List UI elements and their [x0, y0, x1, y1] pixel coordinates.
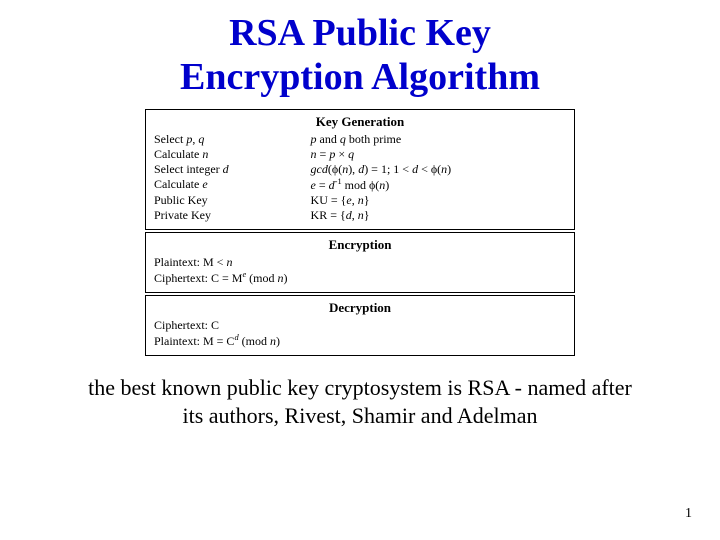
keygen-rows: Select p, qp and q both primeCalculate n…	[154, 132, 566, 223]
keygen-row-right: p and q both prime	[311, 132, 566, 147]
slide-caption: the best known public key cryptosystem i…	[80, 374, 640, 429]
keygen-row: Select integer dgcd(ϕ(n), d) = 1; 1 < d …	[154, 162, 566, 177]
keygen-row-right: gcd(ϕ(n), d) = 1; 1 < d < ϕ(n)	[311, 162, 566, 177]
keygen-row: Calculate nn = p × q	[154, 147, 566, 162]
keygen-row-left: Select p, q	[154, 132, 311, 147]
algorithm-boxes: Key Generation Select p, qp and q both p…	[145, 109, 575, 356]
keygen-row: Private KeyKR = {d, n}	[154, 208, 566, 223]
keygen-row-right: KU = {e, n}	[311, 193, 566, 208]
title-line-2: Encryption Algorithm	[20, 56, 700, 100]
slide-title: RSA Public Key Encryption Algorithm	[0, 0, 720, 109]
keygen-heading: Key Generation	[154, 114, 566, 132]
encryption-lines: Plaintext: M < nCiphertext: C = Me (mod …	[154, 255, 566, 286]
keygen-row-left: Calculate n	[154, 147, 311, 162]
encryption-box: Encryption Plaintext: M < nCiphertext: C…	[145, 232, 575, 293]
keygen-row-right: e = d-1 mod ϕ(n)	[311, 177, 566, 193]
keygen-row: Select p, qp and q both prime	[154, 132, 566, 147]
keygen-row-left: Select integer d	[154, 162, 311, 177]
encryption-line: Ciphertext: C = Me (mod n)	[154, 270, 566, 286]
encryption-heading: Encryption	[154, 237, 566, 255]
decryption-line: Plaintext: M = Cd (mod n)	[154, 333, 566, 349]
keygen-row-left: Calculate e	[154, 177, 311, 193]
page-number: 1	[685, 506, 692, 522]
title-line-1: RSA Public Key	[20, 12, 700, 56]
keygen-box: Key Generation Select p, qp and q both p…	[145, 109, 575, 230]
keygen-row: Calculate ee = d-1 mod ϕ(n)	[154, 177, 566, 193]
decryption-heading: Decryption	[154, 300, 566, 318]
encryption-line: Plaintext: M < n	[154, 255, 566, 270]
keygen-row-right: KR = {d, n}	[311, 208, 566, 223]
keygen-row-left: Private Key	[154, 208, 311, 223]
decryption-box: Decryption Ciphertext: CPlaintext: M = C…	[145, 295, 575, 356]
keygen-row: Public KeyKU = {e, n}	[154, 193, 566, 208]
decryption-lines: Ciphertext: CPlaintext: M = Cd (mod n)	[154, 318, 566, 349]
keygen-row-left: Public Key	[154, 193, 311, 208]
keygen-row-right: n = p × q	[311, 147, 566, 162]
decryption-line: Ciphertext: C	[154, 318, 566, 333]
